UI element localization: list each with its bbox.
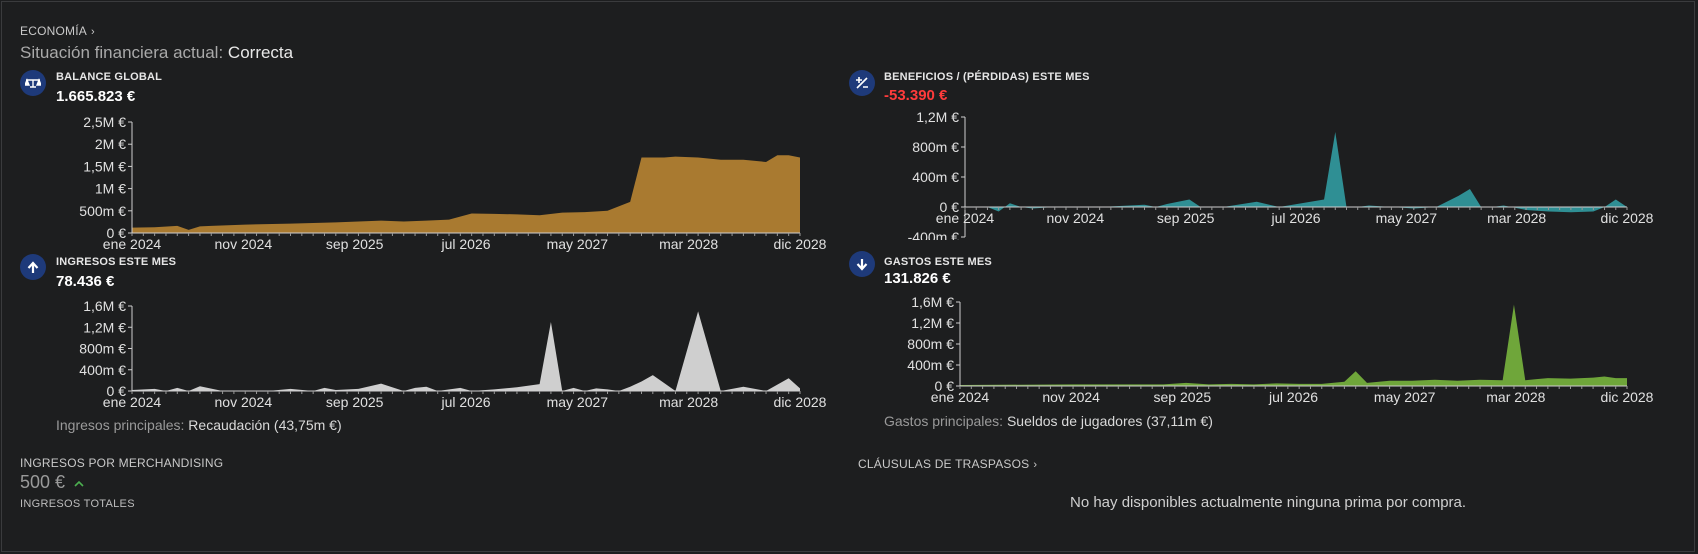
income-x-tick-label: mar 2028 [659,394,718,410]
balance-y-tick-label: 0 € [107,225,127,241]
balance-x-tick-label: may 2027 [547,236,609,252]
chevron-up-icon [74,480,84,487]
breadcrumb[interactable]: ECONOMÍA › [20,24,95,38]
balance-x-tick-label: jul 2026 [440,236,490,252]
balance-x-tick-label: mar 2028 [659,236,718,252]
profit-x-tick-label: dic 2028 [1601,210,1654,226]
profit-value: -53.390 € [884,87,948,104]
merch-label: INGRESOS POR MERCHANDISING [20,456,224,470]
expenses-x-tick-label: jul 2026 [1268,389,1318,405]
income-value: 78.436 € [56,273,115,290]
balance-y-tick-label: 500m € [79,203,126,219]
transfer-clauses-link[interactable]: CLÁUSULAS DE TRASPASOS › [858,457,1037,471]
profit-y-tick-label: 1,2M € [916,109,959,125]
profit-y-tick-label: 800m € [912,139,959,155]
expenses-x-tick-label: ene 2024 [931,389,990,405]
balance-y-tick-label: 1M € [95,181,126,197]
income-x-tick-label: may 2027 [547,394,609,410]
expenses-x-tick-label: may 2027 [1374,389,1436,405]
expenses-x-tick-label: nov 2024 [1042,389,1100,405]
income-x-tick-label: sep 2025 [326,394,384,410]
financial-status-value: Correcta [227,43,294,62]
balance-y-tick-label: 1,5M € [83,158,126,174]
expenses-chart: 0 € 400m € 800m € 1,2M € 1,6M € ene 2024 nov 2… [907,294,1654,405]
profit-y-tick-label: 400m € [912,169,959,185]
income-y-tick-label: 400m € [79,362,126,378]
income-x-tick-label: ene 2024 [103,394,162,410]
balance-x-tick-label: sep 2025 [326,236,384,252]
expenses-x-tick-label: sep 2025 [1154,389,1212,405]
expenses-main-value: Sueldos de jugadores (37,11m €) [1006,413,1213,429]
merch-value: 500 € [20,472,84,493]
profit-x-tick-label: sep 2025 [1157,210,1215,226]
profit-area-series [965,132,1627,213]
expenses-y-tick-label: 400m € [907,357,954,373]
balance-value: 1.665.823 € [56,88,136,105]
balance-scale-icon [20,70,46,96]
transfer-empty-message: No hay disponibles actualmente ninguna p… [1070,494,1467,511]
balance-x-tick-label: ene 2024 [103,236,162,252]
profit-x-tick-label: mar 2028 [1487,210,1546,226]
plus-minus-icon [849,70,875,96]
financial-status: Situación financiera actual: Correcta [20,43,293,63]
income-y-tick-label: 800m € [79,341,126,357]
income-chart: 0 € 400m € 800m € 1,2M € 1,6M € ene 2024 nov 2… [79,298,827,410]
balance-y-tick-label: 2M € [95,136,126,152]
expenses-title: GASTOS ESTE MES [884,256,992,268]
profit-title: BENEFICIOS / (PÉRDIDAS) ESTE MES [884,71,1090,83]
balance-chart: 0 € 500m € 1M € 1,5M € 2M € 2,5M € ene 2024 nov… [79,114,827,252]
balance-x-tick-label: nov 2024 [215,236,273,252]
income-area-series [132,311,800,391]
chevron-right-icon[interactable]: › [90,26,95,38]
profit-x-tick-label: may 2027 [1376,210,1438,226]
expenses-y-tick-label: 1,2M € [911,315,954,331]
profit-x-tick-label: ene 2024 [936,210,995,226]
income-y-tick-label: 0 € [107,383,127,399]
expenses-x-tick-label: dic 2028 [1601,389,1654,405]
balance-title: BALANCE GLOBAL [56,71,163,83]
income-main-note: Ingresos principales: Recaudación (43,75… [56,417,342,433]
profit-x-tick-label: jul 2026 [1270,210,1320,226]
income-y-tick-label: 1,6M € [83,298,126,314]
profit-y-tick-label: -400m € [908,229,960,240]
profit-x-tick-label: nov 2024 [1047,210,1105,226]
arrow-up-icon [20,254,46,280]
balance-y-tick-label: 2,5M € [83,114,126,130]
income-x-tick-label: dic 2028 [774,394,827,410]
income-x-tick-label: nov 2024 [215,394,273,410]
merch-amount: 500 € [20,472,66,492]
income-x-tick-label: jul 2026 [440,394,490,410]
expenses-y-tick-label: 1,6M € [911,294,954,310]
expenses-main-label: Gastos principales: [884,413,1004,429]
expenses-value: 131.826 € [884,270,951,287]
income-y-tick-label: 1,2M € [83,319,126,335]
merch-sub: INGRESOS TOTALES [20,498,135,510]
profit-y-tick-label: 0 € [940,199,960,215]
expenses-area-series [960,304,1627,386]
breadcrumb-link[interactable]: ECONOMÍA [20,24,87,38]
income-title: INGRESOS ESTE MES [56,256,177,268]
income-main-value: Recaudación (43,75m €) [188,417,342,433]
arrow-down-icon [849,251,875,277]
balance-area-series [132,155,800,233]
income-main-label: Ingresos principales: [56,417,185,433]
expenses-y-tick-label: 800m € [907,336,954,352]
transfer-clauses-label[interactable]: CLÁUSULAS DE TRASPASOS [858,457,1030,471]
expenses-x-tick-label: mar 2028 [1486,389,1545,405]
financial-status-label: Situación financiera actual: [20,43,224,62]
profit-chart: -400m € 0 € 400m € 800m € 1,2M € ene 2024 nov … [908,109,1654,240]
balance-x-tick-label: dic 2028 [774,236,827,252]
chevron-right-icon[interactable]: › [1033,459,1038,471]
expenses-main-note: Gastos principales: Sueldos de jugadores… [884,413,1213,429]
expenses-y-tick-label: 0 € [935,378,955,394]
